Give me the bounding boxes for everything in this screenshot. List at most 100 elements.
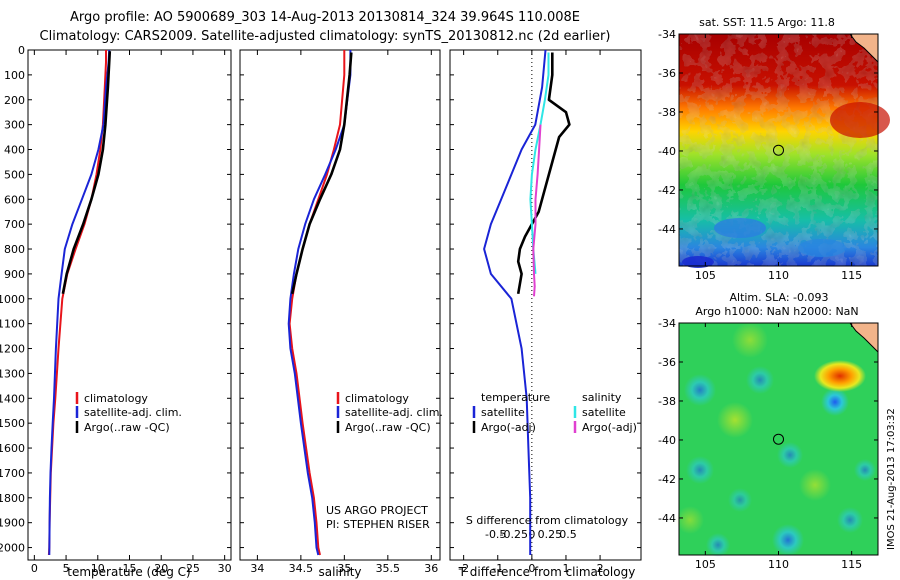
depth-tick-label: 800 (4, 243, 25, 256)
x-tick-label: 30 (218, 562, 232, 575)
difference-legend: temperature satellite Argo(-adj) salinit… (472, 391, 637, 434)
depth-tick-label: 1300 (0, 367, 25, 380)
legend-title-temperature: temperature (481, 391, 550, 404)
credit-text: IMOS 21-Aug-2013 17:03:32 (886, 408, 897, 550)
argo-position-marker (773, 144, 784, 156)
x-tick-label: 5 (63, 562, 70, 575)
temperature-xlabel: temperature (deg C) (67, 565, 190, 579)
sst-lat-ticks: -34 -36 -38 -40 -42 -44 (658, 28, 878, 236)
lon-tick-label: 110 (768, 558, 789, 571)
lat-tick-label: -42 (658, 473, 676, 486)
x-tick-label: 2 (597, 562, 604, 575)
series-satellite-adj (48, 50, 111, 556)
lon-tick-label: 110 (768, 269, 789, 282)
depth-tick-label: 1000 (0, 293, 25, 306)
x-tick-label: -2 (458, 562, 469, 575)
x-tick-label: 36 (424, 562, 438, 575)
legend-label-argo: Argo(..raw -QC) (84, 421, 170, 434)
x-tick-label: 1 (562, 562, 569, 575)
project-annotation: US ARGO PROJECT (326, 504, 428, 517)
sla-map: Altim. SLA: -0.093 Argo h1000: NaN h2000… (658, 291, 879, 571)
depth-tick-label: 400 (4, 144, 25, 157)
depth-tick-label: 2000 (0, 542, 25, 555)
x-tick-label: 25 (186, 562, 200, 575)
legend-label-climatology: climatology (345, 392, 409, 405)
depth-tick-label: 1800 (0, 492, 25, 505)
series-sal-satellite (529, 52, 550, 274)
x-tick-label: 15 (123, 562, 137, 575)
lat-tick-label: -42 (658, 184, 676, 197)
legend-label-sal-satellite: satellite (582, 406, 626, 419)
depth-tick-label: 500 (4, 168, 25, 181)
difference-panel: -2 -1 0 1 2 -0.5-0.25 0 0.250.5 T difference f… (449, 49, 642, 579)
sla-anomalies (676, 322, 876, 557)
lon-tick-label: 105 (695, 269, 716, 282)
series-temp-argo (516, 52, 571, 295)
sst-texture (679, 34, 878, 266)
s-diff-tick-label: 0.25 (538, 528, 563, 541)
lon-tick-label: 105 (695, 558, 716, 571)
legend-title-salinity: salinity (582, 391, 622, 404)
depth-tick-label: 1700 (0, 467, 25, 480)
lat-tick-label: -36 (658, 67, 676, 80)
header-line1: Argo profile: AO 5900689_303 14-Aug-2013… (70, 10, 580, 25)
x-tick-label: 35 (337, 562, 351, 575)
t-difference-xlabel: T difference from climatology (458, 565, 636, 579)
x-tick-label: 10 (91, 562, 105, 575)
x-tick-label: 20 (154, 562, 168, 575)
temperature-legend: climatology satellite-adj. clim. Argo(..… (75, 392, 182, 434)
temperature-axis: 0 5 10 15 20 25 30 (31, 50, 232, 575)
s-difference-xlabel: S difference from climatology (466, 514, 629, 527)
depth-tick-label: 100 (4, 69, 25, 82)
series-sal-argo (532, 124, 542, 297)
lat-tick-label: -44 (658, 512, 676, 525)
lat-tick-label: -38 (658, 106, 676, 119)
s-diff-tick-label: -0.5 (485, 528, 506, 541)
depth-tick-label: 600 (4, 193, 25, 206)
sst-cold-patch-3 (798, 239, 846, 257)
salinity-axis: 34 34.5 35 35.5 36 (250, 50, 438, 575)
legend-label-climatology: climatology (84, 392, 148, 405)
series-argo (290, 52, 353, 295)
sla-map-title-line2: Argo h1000: NaN h2000: NaN (695, 305, 858, 318)
sla-map-title-line1: Altim. SLA: -0.093 (729, 291, 828, 304)
salinity-panel: 34 34.5 35 35.5 36 salinity climatology sate… (239, 49, 443, 579)
sst-lon-ticks: 105 110 115 (695, 34, 862, 282)
temperature-panel: 0100200300400500600700800900100011001200… (0, 44, 232, 579)
temperature-series (47, 50, 112, 556)
x-tick-label: 0 (528, 562, 535, 575)
legend-label-temp-satellite: satellite (481, 406, 525, 419)
depth-tick-label: 700 (4, 218, 25, 231)
depth-tick-label: 200 (4, 94, 25, 107)
difference-depth-ticks (450, 49, 641, 549)
depth-tick-label: 1200 (0, 343, 25, 356)
difference-axes-frame (449, 49, 642, 561)
lon-tick-label: 115 (841, 269, 862, 282)
salinity-xlabel: salinity (318, 565, 361, 579)
series-temp-satellite (483, 50, 547, 555)
lon-tick-label: 115 (841, 558, 862, 571)
lat-tick-label: -38 (658, 395, 676, 408)
depth-tick-label: 300 (4, 119, 25, 132)
legend-label-argo: Argo(..raw -QC) (345, 421, 431, 434)
legend-label-sal-argo: Argo(-adj) (582, 421, 637, 434)
depth-tick-label: 1400 (0, 392, 25, 405)
x-tick-label: 34.5 (289, 562, 314, 575)
x-tick-label: -1 (492, 562, 503, 575)
difference-series (483, 50, 571, 555)
depth-tick-label: 1100 (0, 318, 25, 331)
sst-cold-patch (714, 218, 766, 238)
legend-label-satellite: satellite-adj. clim. (84, 406, 182, 419)
lat-tick-label: -34 (658, 28, 676, 41)
salinity-legend: climatology satellite-adj. clim. Argo(..… (336, 392, 443, 434)
lat-tick-label: -44 (658, 223, 676, 236)
sst-map-title: sat. SST: 11.5 Argo: 11.8 (699, 16, 835, 29)
depth-axis: 0 100 200 300 400 500 600 700 800 900 1000 1100 1200… (0, 44, 231, 555)
salinity-series (287, 50, 353, 556)
depth-tick-label: 1500 (0, 417, 25, 430)
s-diff-tick-label: -0.25 (500, 528, 528, 541)
series-satellite-adj (287, 50, 352, 556)
x-tick-label: 34 (250, 562, 264, 575)
depth-tick-label: 0 (18, 44, 25, 57)
